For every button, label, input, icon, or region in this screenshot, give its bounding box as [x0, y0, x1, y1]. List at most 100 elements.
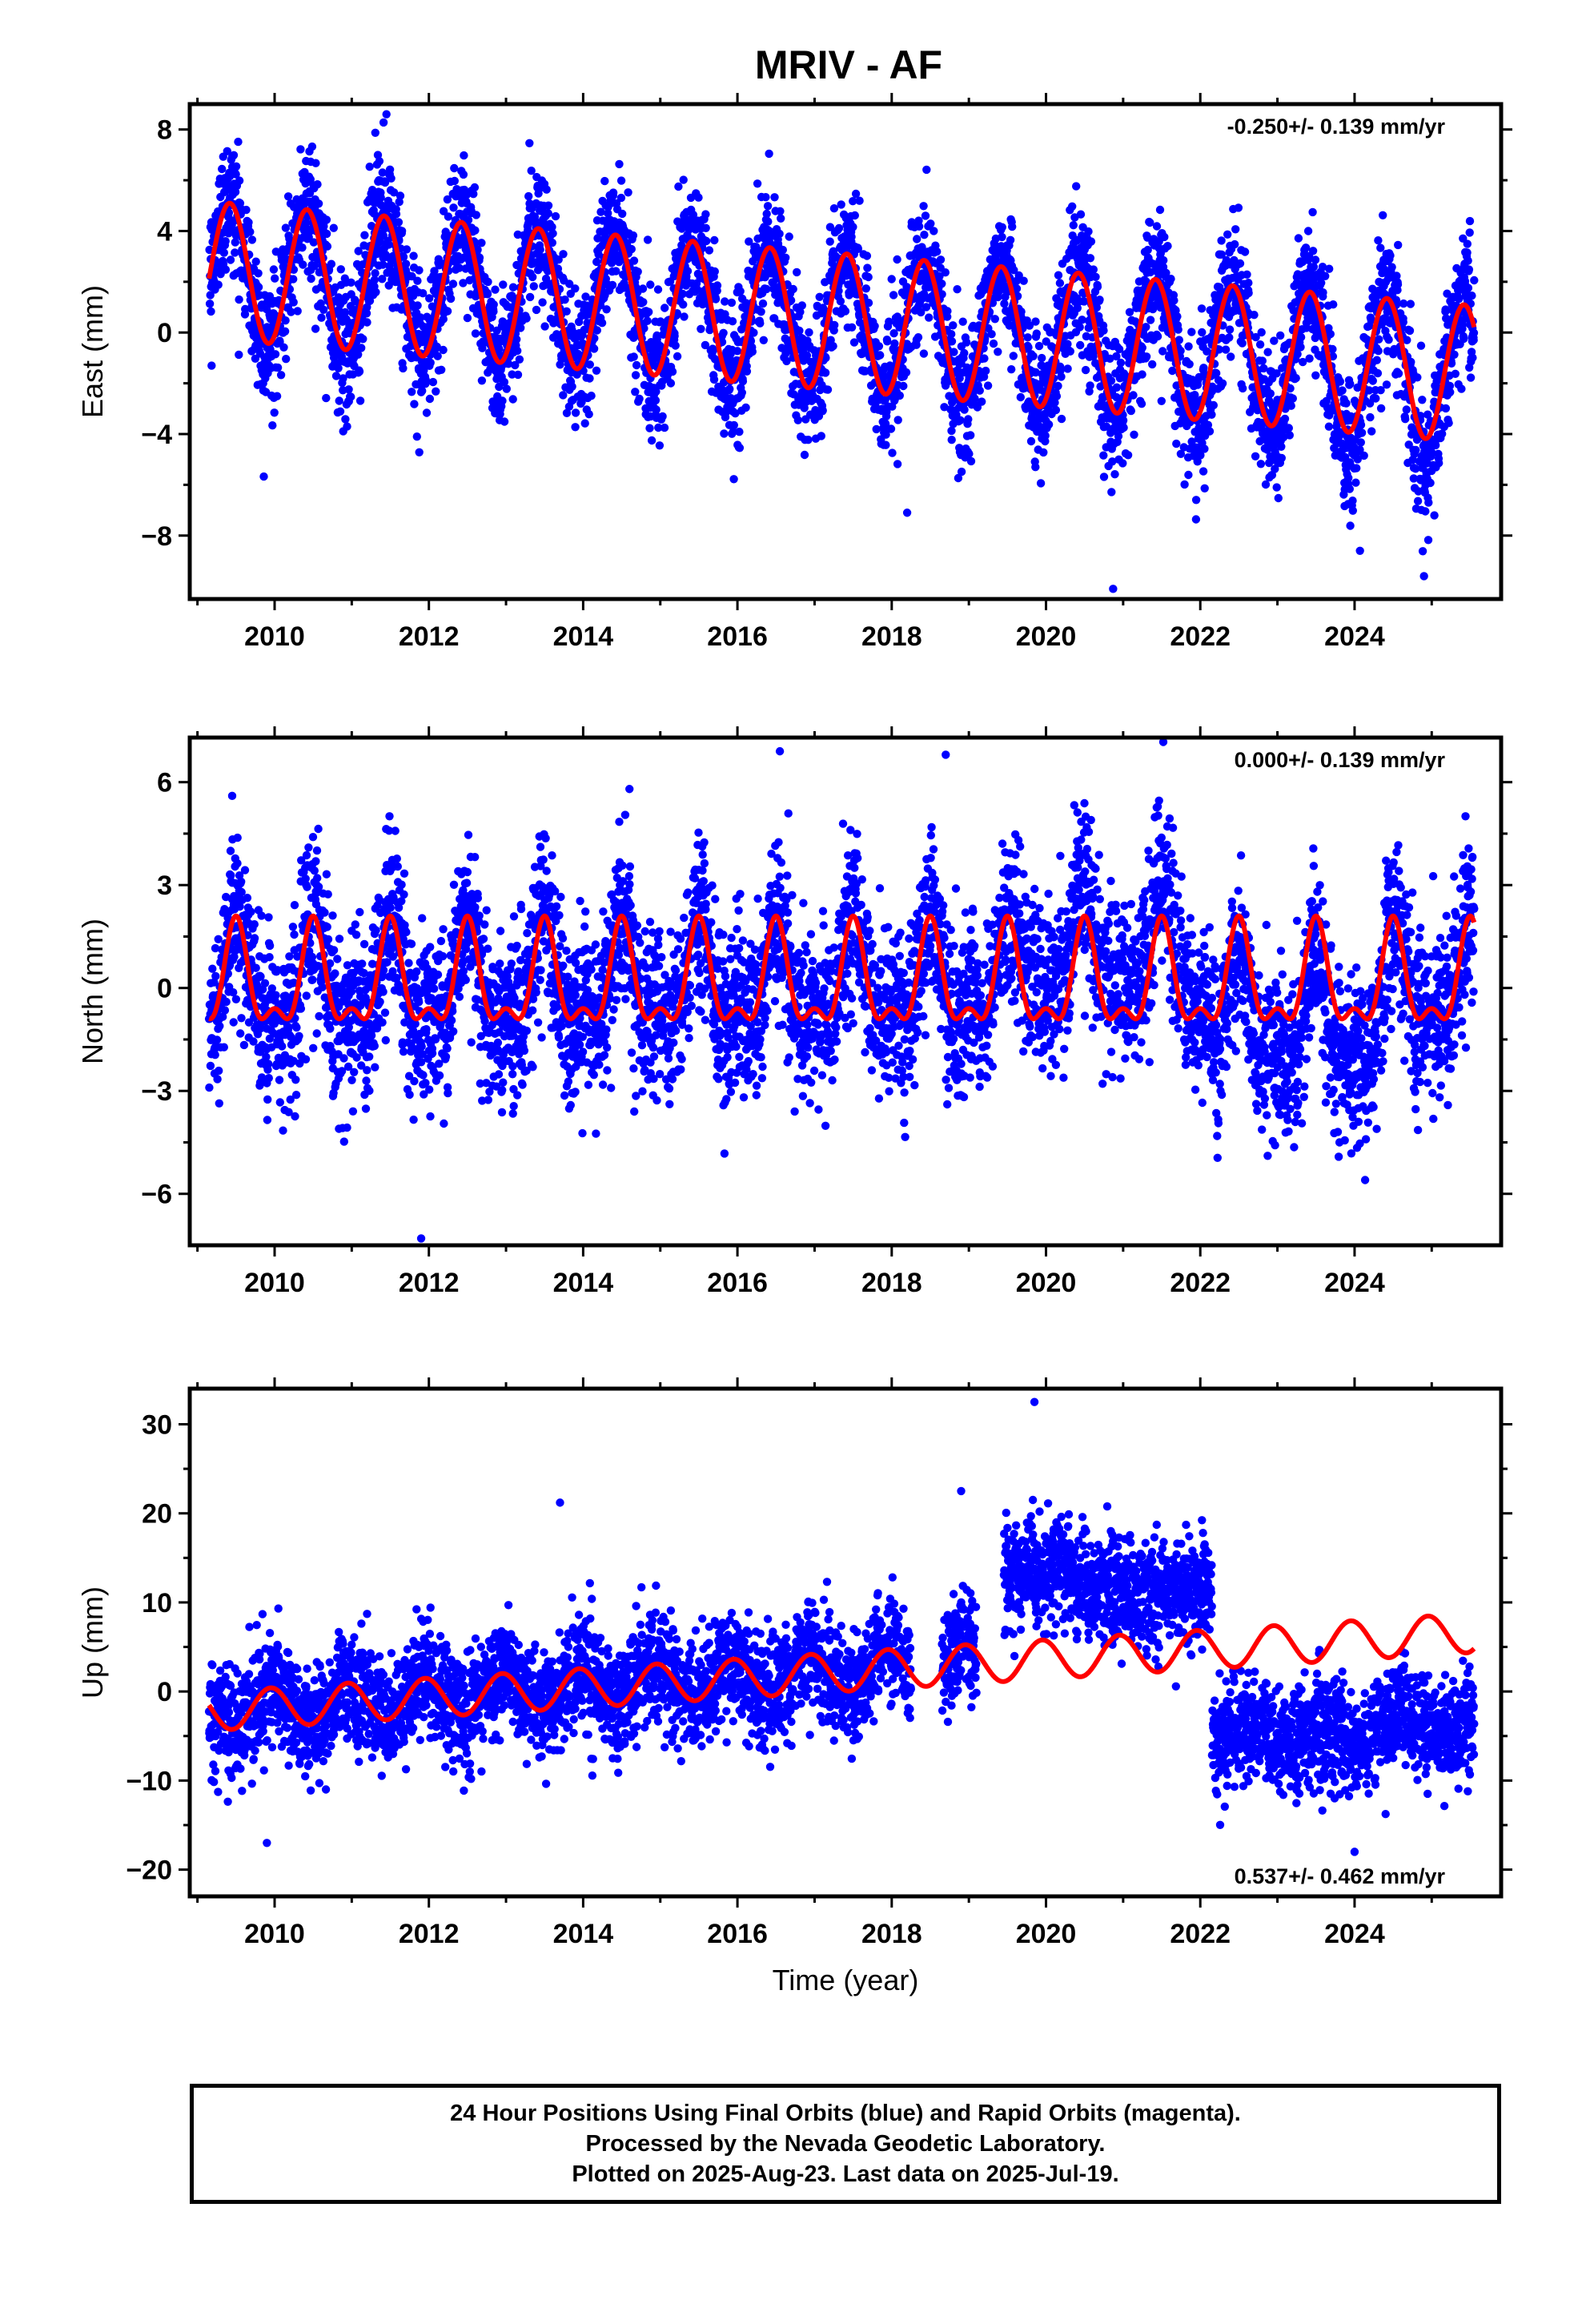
data-point	[778, 245, 787, 255]
data-point	[913, 235, 921, 243]
data-point	[1155, 205, 1165, 215]
data-point	[1170, 296, 1178, 305]
data-point	[701, 223, 710, 232]
data-point	[1251, 452, 1260, 460]
data-point	[418, 386, 427, 396]
data-point	[459, 170, 468, 179]
data-point	[950, 348, 958, 356]
data-point	[532, 305, 541, 315]
data-point	[1356, 438, 1366, 447]
data-point	[753, 179, 762, 188]
data-point	[336, 265, 345, 274]
data-point	[370, 275, 379, 284]
data-point	[966, 456, 976, 466]
data-point	[244, 218, 253, 227]
data-point	[1069, 221, 1078, 230]
data-point	[465, 259, 475, 268]
data-point	[279, 343, 288, 352]
data-point	[498, 396, 507, 405]
data-point	[725, 384, 734, 393]
data-point	[1099, 326, 1108, 335]
data-point	[1166, 275, 1175, 283]
data-point	[643, 235, 652, 244]
data-point	[437, 365, 446, 374]
data-point	[565, 279, 574, 288]
data-point	[616, 176, 626, 185]
data-point	[1305, 354, 1314, 363]
data-point	[1384, 336, 1393, 344]
data-point	[1217, 236, 1226, 245]
data-point	[1026, 436, 1036, 446]
data-point	[1231, 239, 1239, 249]
data-point	[483, 290, 492, 299]
data-point	[680, 312, 689, 321]
data-point	[508, 395, 517, 404]
plot-title: MRIV - AF	[755, 42, 942, 87]
data-point	[408, 388, 416, 396]
data-point	[1039, 448, 1048, 457]
data-point	[475, 253, 484, 262]
data-point	[1277, 453, 1287, 463]
data-point	[319, 305, 328, 314]
data-point	[647, 436, 656, 445]
data-point	[1153, 332, 1162, 341]
data-point	[544, 209, 552, 218]
data-point	[728, 317, 737, 326]
data-point	[1311, 371, 1320, 380]
data-point	[455, 263, 464, 272]
data-point	[399, 364, 408, 373]
data-point	[830, 320, 839, 330]
data-point	[548, 238, 556, 247]
data-point	[661, 304, 669, 312]
data-point	[339, 374, 347, 383]
data-point	[998, 232, 1006, 242]
data-point	[1205, 427, 1215, 436]
data-point	[886, 424, 896, 433]
data-point	[299, 260, 307, 269]
data-point	[471, 226, 480, 235]
data-point	[658, 412, 667, 421]
data-point	[883, 337, 892, 346]
data-point	[901, 368, 911, 377]
data-point	[1277, 442, 1286, 451]
data-point	[921, 211, 930, 220]
data-point	[471, 329, 480, 338]
data-point	[1052, 392, 1062, 400]
data-point	[313, 180, 322, 189]
data-point	[289, 275, 298, 283]
data-point	[1207, 410, 1216, 419]
data-point	[705, 246, 714, 255]
data-point	[825, 237, 834, 246]
data-point	[363, 318, 371, 327]
data-point	[581, 292, 590, 301]
data-point	[628, 231, 638, 240]
data-point	[777, 214, 785, 223]
data-point	[1129, 391, 1138, 400]
data-point	[311, 159, 320, 167]
data-point	[1036, 479, 1046, 488]
data-point	[608, 280, 617, 290]
data-point	[226, 255, 235, 264]
data-point	[862, 251, 872, 260]
data-point	[396, 191, 405, 200]
data-point	[371, 287, 380, 296]
data-point	[1173, 312, 1182, 321]
data-point	[340, 308, 350, 317]
data-point	[1258, 356, 1267, 365]
data-point	[652, 405, 661, 414]
data-point	[943, 307, 952, 316]
data-point	[834, 223, 844, 233]
data-point	[1374, 347, 1383, 356]
data-point	[1294, 234, 1303, 243]
data-point	[1225, 333, 1234, 342]
data-point	[741, 403, 750, 412]
data-point	[234, 137, 243, 147]
data-point	[711, 295, 721, 304]
data-point	[1342, 399, 1351, 408]
data-point	[990, 315, 1000, 324]
data-point	[960, 348, 969, 358]
data-point	[616, 256, 624, 265]
data-point	[1116, 358, 1126, 368]
data-point	[775, 229, 784, 239]
data-point	[600, 176, 609, 186]
